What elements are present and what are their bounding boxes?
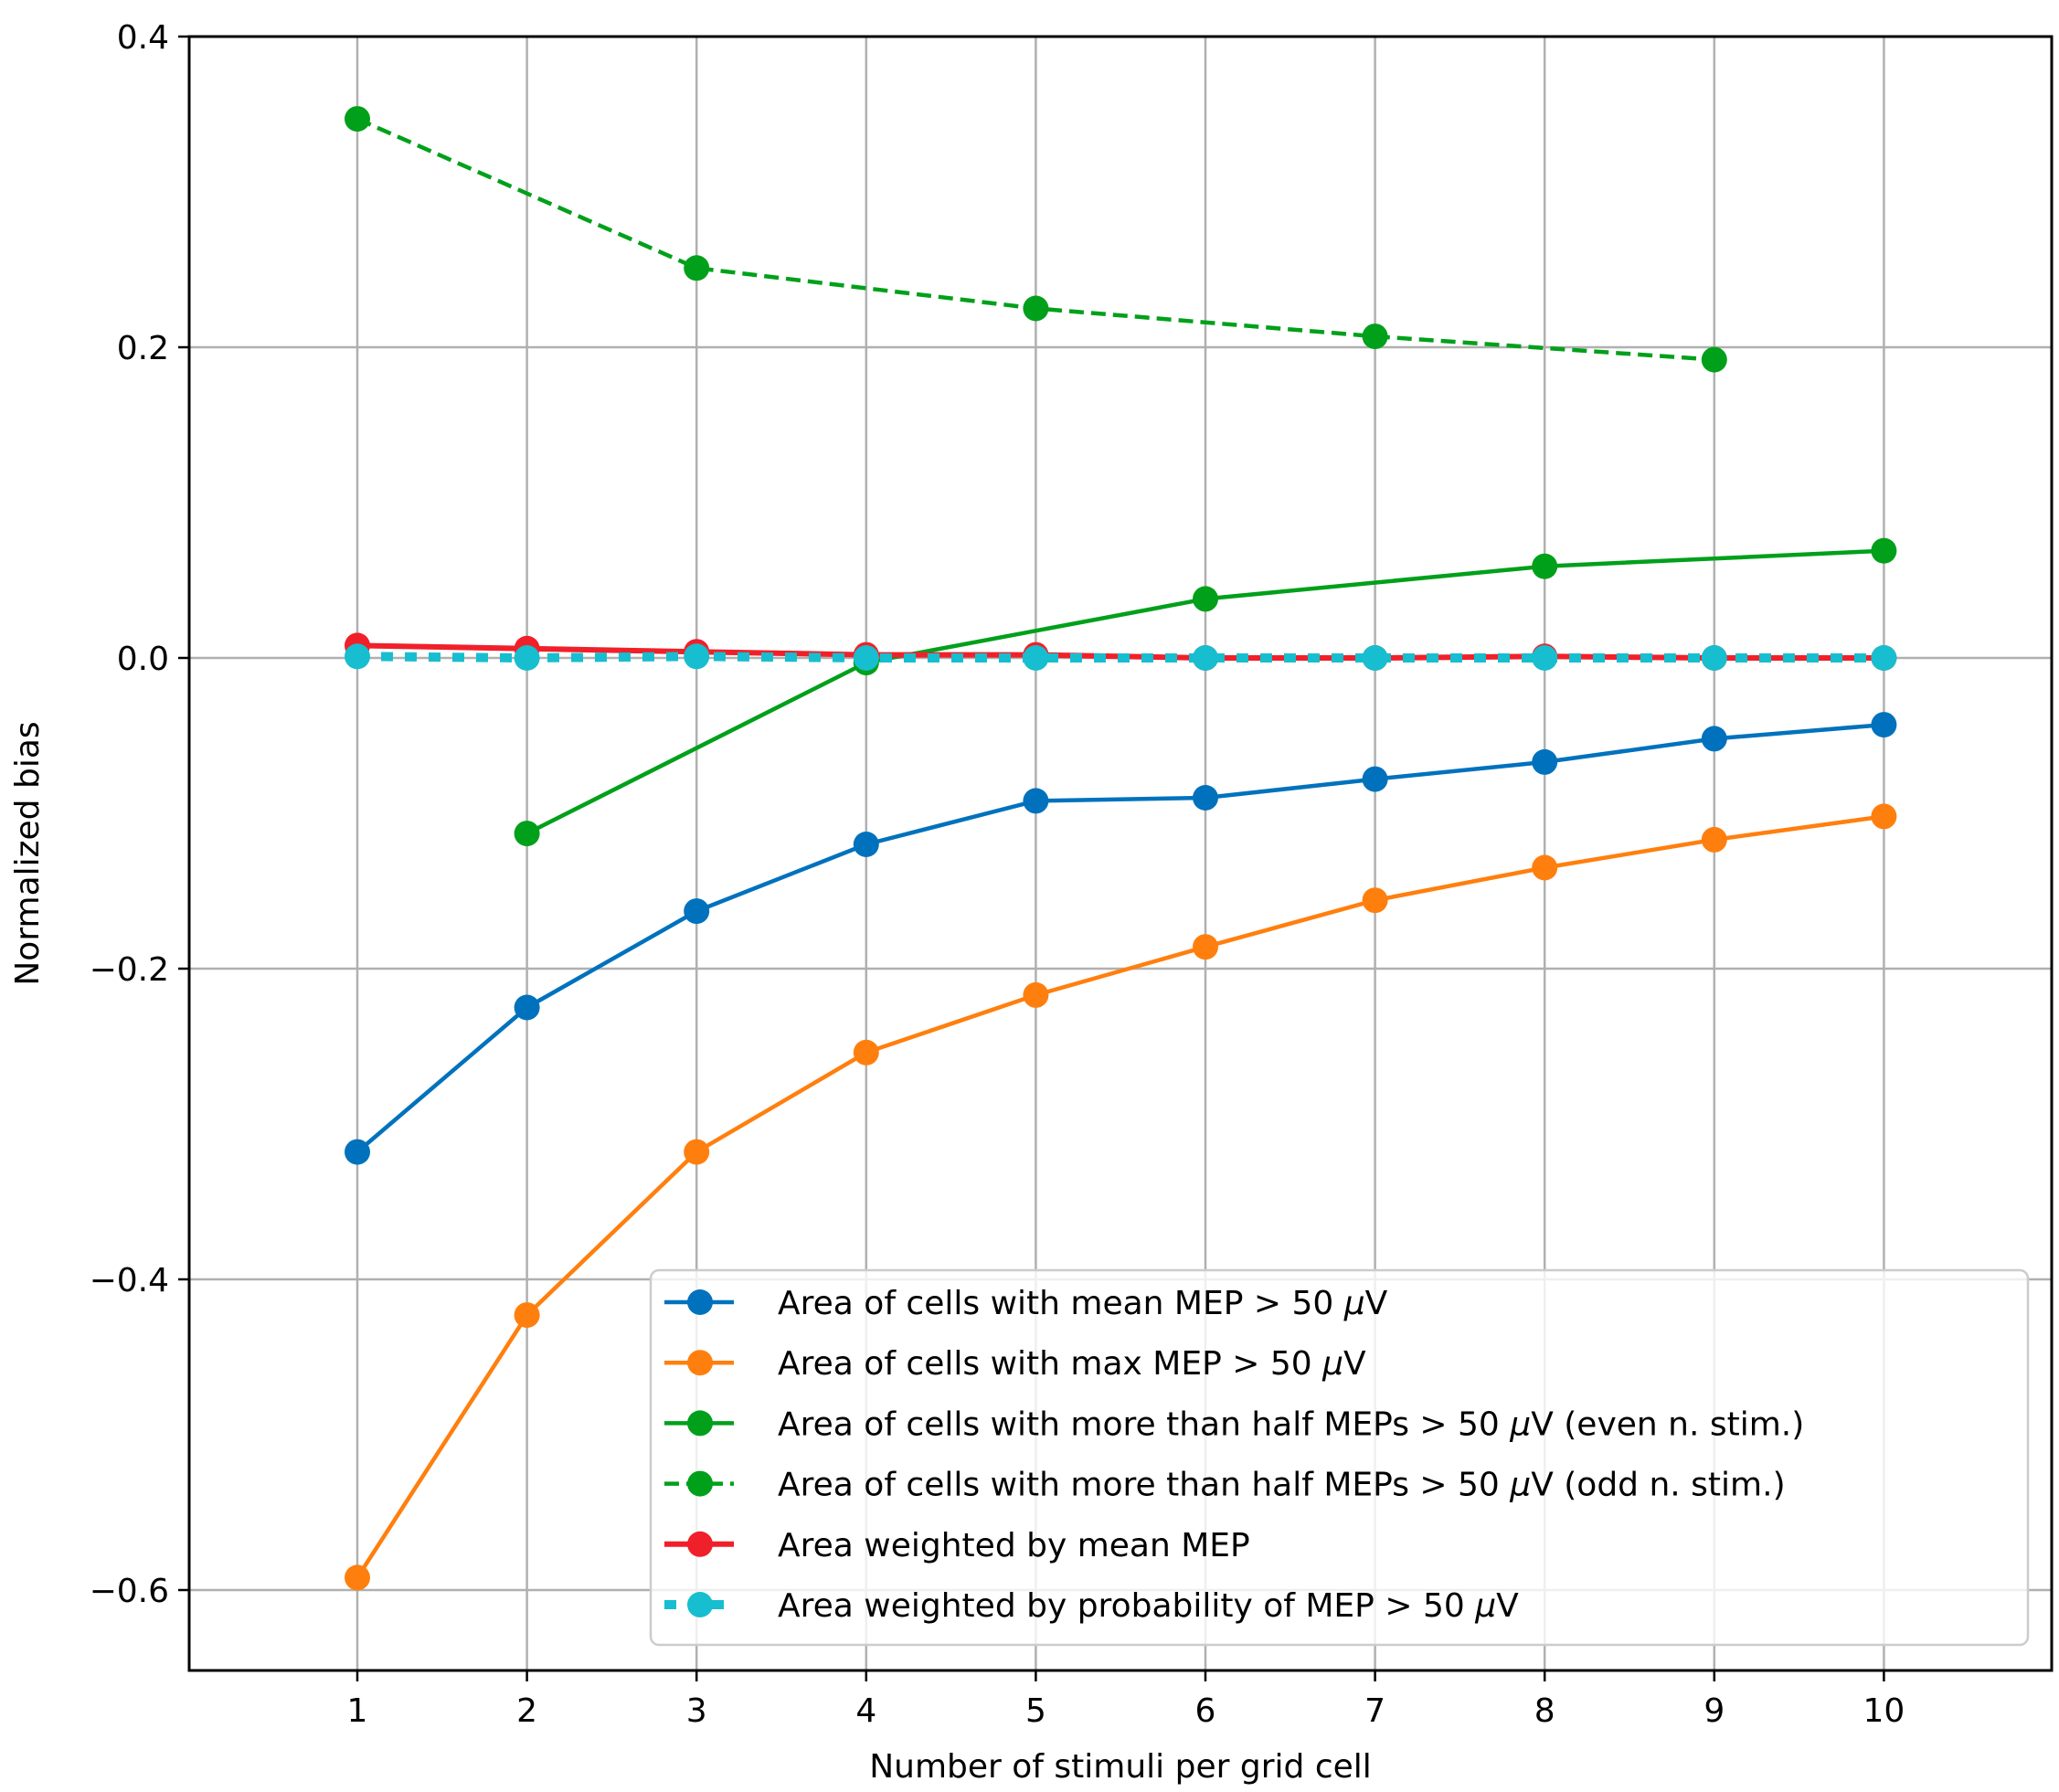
series-line	[356, 814, 1884, 1579]
data-point	[1193, 934, 1218, 960]
data-point	[1701, 645, 1727, 671]
y-tick-label: −0.4	[90, 1262, 169, 1299]
legend-label: Area weighted by probability of MEP > 50…	[778, 1587, 1519, 1625]
legend-entry: Area of cells with more than half MEPs >…	[664, 1405, 1804, 1443]
x-tick-label: 3	[686, 1692, 707, 1730]
data-point	[1023, 788, 1049, 814]
data-point	[1701, 726, 1727, 752]
data-point	[684, 1139, 710, 1165]
data-point	[684, 255, 710, 281]
legend-label: Area of cells with max MEP > 50 μV	[778, 1345, 1366, 1383]
data-point	[684, 643, 710, 670]
data-point	[853, 645, 879, 671]
data-point	[1362, 323, 1388, 350]
legend-entry: Area weighted by mean MEP	[664, 1527, 1250, 1564]
series-line	[356, 722, 1884, 1154]
data-point	[853, 1039, 879, 1066]
data-point	[345, 106, 370, 133]
y-axis-title: Normalized bias	[9, 721, 47, 985]
legend-marker	[687, 1470, 713, 1497]
x-tick-label: 2	[516, 1692, 537, 1730]
legend-marker	[687, 1350, 713, 1376]
x-tick-label: 7	[1364, 1692, 1385, 1730]
legend-entry: Area weighted by probability of MEP > 50…	[664, 1587, 1519, 1625]
data-point	[1871, 803, 1897, 830]
data-point	[1701, 826, 1727, 853]
legend-label: Area of cells with more than half MEPs >…	[778, 1467, 1786, 1504]
data-point	[345, 1564, 370, 1591]
data-point	[514, 821, 540, 847]
series-group	[345, 106, 1897, 1591]
plot-frame	[187, 35, 2054, 1672]
series-3	[514, 537, 1897, 847]
y-tick-label: −0.6	[90, 1573, 169, 1610]
series-1	[345, 712, 1897, 1165]
axis-ticks: 1 2 3 4 5 6 7 8 9 10 0.4 0.2 0.0 −0.2 −0.4 −0.6	[90, 19, 1905, 1730]
data-point	[345, 1139, 370, 1165]
data-point	[1193, 645, 1218, 671]
legend: Area of cells with mean MEP > 50 μV Area …	[649, 1268, 2030, 1647]
series-6	[345, 643, 1897, 671]
data-point	[1023, 645, 1049, 671]
x-tick-label: 5	[1025, 1692, 1046, 1730]
data-point	[1193, 785, 1218, 811]
legend-label: Area of cells with mean MEP > 50 μV	[778, 1285, 1388, 1322]
data-point	[1532, 645, 1558, 671]
y-tick-label: 0.0	[117, 641, 169, 678]
data-point	[1362, 766, 1388, 792]
legend-marker	[687, 1531, 713, 1557]
y-tick-label: 0.4	[117, 19, 169, 57]
data-point	[1532, 553, 1558, 579]
data-point	[1193, 586, 1218, 612]
x-tick-label: 8	[1534, 1692, 1555, 1730]
legend-label: Area of cells with more than half MEPs >…	[778, 1405, 1804, 1443]
data-point	[1362, 645, 1388, 671]
data-point	[345, 643, 370, 670]
legend-marker	[687, 1410, 713, 1437]
data-point	[1871, 712, 1897, 738]
data-point	[1362, 887, 1388, 914]
data-point	[1023, 295, 1049, 322]
legend-entry: Area of cells with more than half MEPs >…	[664, 1467, 1786, 1504]
x-tick-label: 6	[1195, 1692, 1216, 1730]
legend-marker	[687, 1289, 713, 1315]
x-tick-label: 10	[1863, 1692, 1905, 1730]
legend-entry: Area of cells with mean MEP > 50 μV	[664, 1285, 1388, 1322]
legend-box	[649, 1268, 2030, 1647]
data-point	[514, 645, 540, 671]
data-point	[1023, 981, 1049, 1008]
series-2	[345, 803, 1897, 1591]
data-point	[514, 994, 540, 1021]
data-point	[684, 898, 710, 925]
series-4	[345, 106, 1727, 373]
data-point	[1532, 748, 1558, 775]
data-point	[514, 1302, 540, 1329]
x-tick-label: 9	[1703, 1692, 1725, 1730]
x-axis-title: Number of stimuli per grid cell	[869, 1748, 1372, 1786]
legend-label: Area weighted by mean MEP	[778, 1527, 1250, 1564]
data-point	[1871, 537, 1897, 564]
data-point	[1871, 645, 1897, 671]
y-tick-label: −0.2	[90, 951, 169, 989]
y-tick-label: 0.2	[117, 330, 169, 367]
data-point	[853, 832, 879, 857]
x-tick-label: 4	[855, 1692, 876, 1730]
legend-entry: Area of cells with max MEP > 50 μV	[664, 1345, 1366, 1383]
data-point	[1701, 346, 1727, 373]
data-point	[1532, 854, 1558, 881]
series-line	[356, 652, 1884, 663]
legend-marker	[687, 1592, 713, 1617]
x-tick-label: 1	[347, 1692, 368, 1730]
